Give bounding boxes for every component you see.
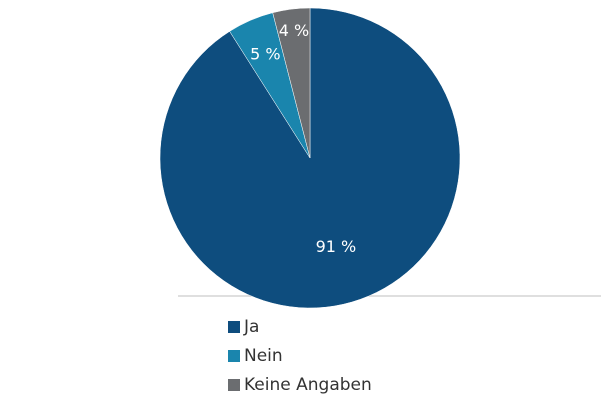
slice-label: 4 % bbox=[279, 21, 309, 40]
slice-label: 5 % bbox=[250, 44, 280, 63]
legend-label: Keine Angaben bbox=[244, 375, 372, 395]
legend-label: Ja bbox=[243, 317, 259, 337]
legend-swatch bbox=[228, 350, 240, 362]
slice-label: 91 % bbox=[316, 237, 357, 256]
legend-swatch bbox=[228, 321, 240, 333]
legend-label: Nein bbox=[244, 346, 283, 366]
legend-swatch bbox=[228, 379, 240, 391]
pie-slice bbox=[272, 7, 311, 159]
